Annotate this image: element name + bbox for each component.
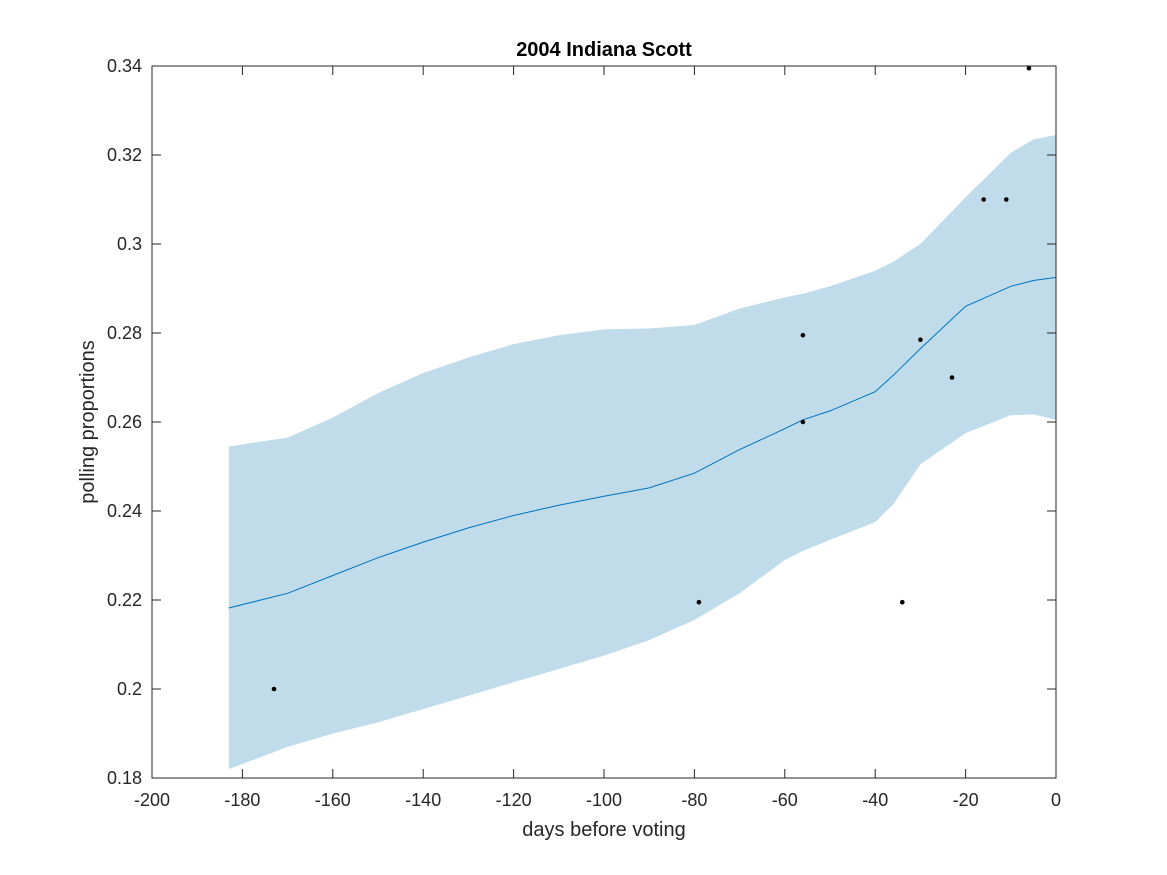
poll-point (981, 197, 986, 202)
x-tick-label: -200 (134, 790, 170, 810)
poll-point (800, 419, 806, 425)
y-axis: 0.18 0.2 0.22 0.24 0.26 0.28 0.3 0.32 0.34 (107, 56, 1056, 788)
y-tick-label: 0.22 (107, 590, 142, 610)
poll-point (1026, 65, 1032, 71)
x-tick-label: -160 (315, 790, 351, 810)
y-tick-label: 0.2 (117, 679, 142, 699)
x-tick-label: -100 (586, 790, 622, 810)
trend-line (228, 276, 1057, 609)
y-tick-label: 0.28 (107, 323, 142, 343)
poll-point (918, 337, 923, 343)
y-axis-label: polling proportions (77, 340, 99, 503)
poll-point (949, 375, 955, 380)
x-tick-label: -40 (862, 790, 888, 810)
poll-points-layer (271, 65, 1032, 692)
confidence-band (228, 135, 1057, 770)
trend-line-layer (228, 276, 1057, 609)
y-tick-label: 0.34 (107, 56, 142, 76)
x-tick-label: 0 (1051, 790, 1061, 810)
y-tick-label: 0.26 (107, 412, 142, 432)
y-tick-label: 0.32 (107, 145, 142, 165)
y-tick-label: 0.3 (117, 234, 142, 254)
poll-point (696, 599, 702, 605)
x-tick-label: -180 (224, 790, 260, 810)
poll-point (1004, 197, 1009, 202)
x-tick-label: -60 (772, 790, 798, 810)
y-tick-label: 0.24 (107, 501, 142, 521)
y-tick-label: 0.18 (107, 768, 142, 788)
x-tick-label: -20 (953, 790, 979, 810)
confidence-band-layer (228, 135, 1057, 770)
poll-point (800, 332, 806, 338)
poll-point (271, 686, 277, 692)
x-axis-label: days before voting (522, 819, 685, 841)
x-tick-label: -120 (496, 790, 532, 810)
x-tick-label: -140 (405, 790, 441, 810)
x-tick-label: -80 (681, 790, 707, 810)
x-axis: -200 -180 -160 -140 -120 -100 -80 -60 -40 -20 0 (134, 66, 1061, 810)
poll-point (900, 599, 905, 605)
chart-title: 2004 Indiana Scott (516, 39, 692, 61)
